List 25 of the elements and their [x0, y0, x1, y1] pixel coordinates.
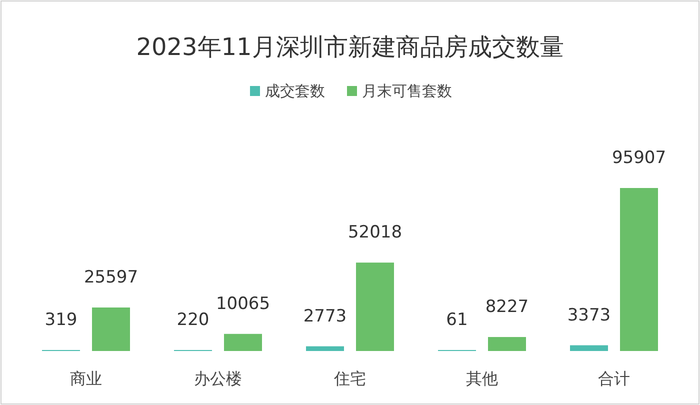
data-label: 319 — [44, 310, 78, 330]
data-label: 61 — [446, 310, 468, 330]
bar — [570, 345, 608, 351]
bar — [488, 337, 526, 351]
data-label: 8227 — [485, 297, 529, 318]
data-label: 25597 — [84, 267, 138, 288]
legend-label: 成交套数 — [265, 82, 325, 100]
data-label: 3373 — [567, 305, 611, 326]
bar — [356, 262, 394, 351]
x-tick-label: 办公楼 — [194, 369, 242, 388]
chart-title: 2023年11月深圳市新建商品房成交数量 — [136, 33, 564, 61]
x-tick-label: 住宅 — [333, 369, 366, 388]
data-label: 95907 — [612, 148, 666, 168]
data-label: 52018 — [348, 222, 402, 243]
data-label: 2773 — [303, 306, 347, 326]
legend-label: 月末可售套数 — [362, 82, 452, 100]
bar — [92, 307, 130, 351]
data-label: 220 — [176, 310, 210, 330]
bar — [306, 346, 344, 351]
x-tick-label: 商业 — [70, 369, 102, 388]
bar — [224, 334, 262, 351]
x-tick-label: 其他 — [466, 369, 498, 388]
bar — [620, 188, 658, 351]
data-label: 10065 — [216, 294, 270, 314]
x-tick-label: 合计 — [598, 369, 630, 388]
